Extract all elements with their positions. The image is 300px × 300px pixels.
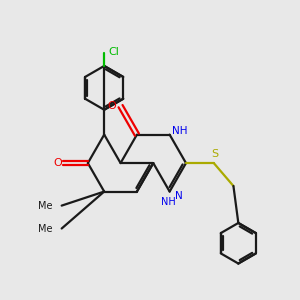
Text: O: O: [107, 101, 116, 111]
Text: NH: NH: [160, 197, 175, 207]
Text: Me: Me: [38, 224, 52, 233]
Text: Me: Me: [38, 201, 52, 211]
Text: NH: NH: [172, 126, 188, 136]
Text: O: O: [53, 158, 62, 168]
Text: Cl: Cl: [108, 47, 119, 57]
Text: N: N: [175, 191, 183, 202]
Text: S: S: [211, 149, 218, 159]
